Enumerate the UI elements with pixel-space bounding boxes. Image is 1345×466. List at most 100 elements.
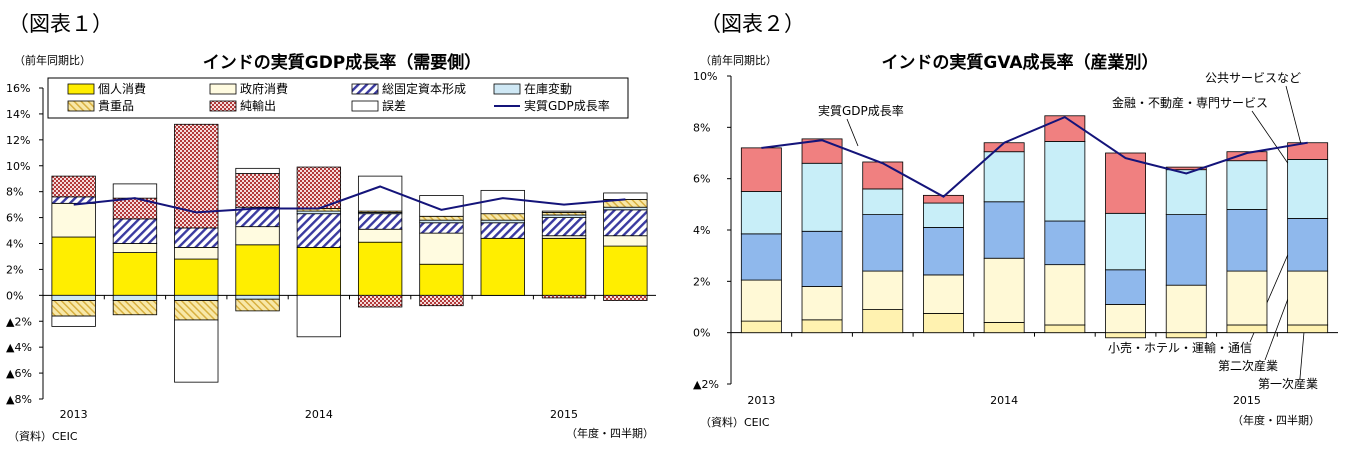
annotation-public: 公共サービスなど: [1205, 71, 1301, 85]
chart2-bar-primary: [1287, 324, 1329, 334]
chart2-bar-secondary: [983, 257, 1025, 323]
chart1-bar-discrepancy: [235, 167, 280, 174]
chart1-legend: 個人消費 貴重品 政府消費 純輸出 総固定資本形成 誤差 在庫変動 実質GDP成…: [47, 77, 629, 119]
chart1-bar-gfcf: [419, 222, 464, 234]
chart2-gdp-line: [761, 115, 1308, 198]
chart1-bar-valuables: [235, 298, 280, 312]
chart2-bar-secondary: [1044, 264, 1086, 326]
chart2-bar-secondary: [1226, 270, 1268, 326]
legend-swatch-gfcf: [351, 83, 379, 95]
chart1-bar-consumption: [480, 237, 525, 296]
chart2-bar-secondary: [1105, 304, 1146, 334]
chart2-bar-trade: [983, 201, 1025, 259]
chart2-figure-label: （図表２）: [700, 12, 805, 36]
chart2-bar-trade: [1044, 220, 1086, 266]
chart2-bar-secondary: [862, 270, 904, 310]
chart2-bar-primary: [862, 309, 904, 334]
chart2-bar-primary: [1165, 332, 1207, 339]
legend-swatch-inventory: [493, 83, 521, 95]
chart2-y-tick-label: ▲2%: [693, 378, 719, 391]
chart2-bar-secondary: [1287, 270, 1329, 326]
chart1-bar-discrepancy: [603, 192, 648, 200]
chart2-year-label: 2014: [990, 394, 1018, 407]
chart2-bar-finance: [1287, 159, 1329, 219]
chart1-bar-net-exports: [541, 294, 587, 299]
chart1-bar-inventory: [235, 294, 280, 300]
chart1-ylabel: （前年同期比）: [14, 53, 91, 67]
chart2-bar-finance: [923, 202, 964, 228]
chart2-year-label: 2013: [747, 394, 775, 407]
chart1-bar-discrepancy: [112, 183, 158, 199]
chart1-bar-gfcf: [541, 217, 587, 237]
chart1-plot: 16% 14% 12% 10% 8% 6% 4% 2% 0% ▲2% ▲4% ▲6% ▲8% 2013 20…: [6, 82, 656, 421]
legend-label-inventory: 在庫変動: [524, 81, 572, 96]
chart2-bar-trade: [801, 230, 843, 287]
legend-label-government: 政府消費: [240, 81, 288, 96]
chart1-bar-valuables: [112, 300, 158, 316]
chart1-bar-net-exports: [357, 294, 403, 308]
chart2-bar-trade: [740, 233, 782, 281]
legend-label-discrepancy: 誤差: [382, 98, 406, 113]
chart1-year-label: 2014: [305, 408, 333, 421]
chart2-bar-secondary: [1165, 284, 1207, 334]
chart1-bar-government: [51, 202, 96, 238]
chart2-y-tick-label: 6%: [693, 173, 710, 186]
chart2-bar-secondary: [740, 279, 782, 322]
chart1-bar-consumption: [357, 241, 403, 296]
chart1-bar-consumption: [174, 258, 219, 296]
chart1-bar-government: [603, 235, 648, 247]
chart1-bar-discrepancy: [51, 315, 96, 327]
chart1-xlabel: （年度・四半期）: [566, 426, 654, 440]
chart2-bar-finance: [1226, 160, 1268, 210]
chart1-bar-gfcf: [174, 227, 219, 248]
chart1-bar-gfcf: [357, 213, 403, 230]
chart2-bar-secondary: [801, 286, 843, 321]
chart2-bar-trade: [1165, 214, 1207, 286]
chart1-bar-discrepancy: [480, 189, 525, 215]
chart1-bar-consumption: [419, 263, 464, 296]
chart1-bar-net-exports: [603, 294, 648, 301]
chart1-title: インドの実質GDP成長率（需要側）: [203, 52, 482, 73]
chart2-bar-finance: [1044, 141, 1086, 222]
chart2-y-tick-label: 8%: [693, 121, 710, 134]
chart1-bar-gfcf: [112, 218, 158, 244]
chart1-bar-valuables: [174, 300, 219, 321]
chart1-bar-consumption: [112, 252, 158, 296]
chart1-y-tick-label: 0%: [6, 289, 23, 302]
chart1-bar-consumption: [51, 236, 96, 296]
chart2-bar-primary: [1226, 324, 1268, 334]
chart1-bar-gfcf: [296, 213, 342, 248]
chart2-source: （資料）CEIC: [700, 415, 770, 429]
chart1-bar-consumption: [541, 237, 587, 296]
chart1-bar-valuables: [480, 213, 525, 221]
chart2-bar-public: [1044, 115, 1086, 142]
chart2-bar-public: [740, 147, 782, 192]
legend-swatch-net-exports: [209, 100, 237, 112]
legend-label-consumption: 個人消費: [98, 81, 146, 96]
chart1-bar-government: [235, 226, 280, 246]
chart2-plot: 10% 8% 6% 4% 2% 0% ▲2% 2013 2014 2015: [693, 70, 1338, 407]
chart2-bar-primary: [923, 313, 964, 334]
chart2-bar-primary: [1044, 324, 1086, 334]
chart2-bar-public: [801, 138, 843, 164]
chart1-y-tick-label: 12%: [6, 134, 30, 147]
chart2-bar-finance: [801, 162, 843, 232]
chart2-title: インドの実質GVA成長率（産業別）: [881, 52, 1158, 73]
chart1-gdp-line: [73, 185, 626, 214]
chart1-bar-inventory: [112, 294, 158, 301]
chart1-y-tick-label: ▲8%: [6, 393, 32, 406]
chart1-bar-net-exports: [51, 175, 96, 198]
chart2-bar-trade: [862, 214, 904, 272]
chart1-bar-consumption: [296, 246, 342, 296]
chart1-bar-government: [112, 243, 158, 253]
chart1-y-tick-label: ▲4%: [6, 341, 32, 354]
chart2-bar-public: [862, 161, 904, 190]
chart1-bar-net-exports: [419, 294, 464, 307]
chart2-bar-trade: [1287, 218, 1329, 272]
chart1-bar-consumption: [235, 244, 280, 296]
chart2-bar-public: [1226, 151, 1268, 162]
legend-swatch-valuables: [67, 100, 95, 112]
legend-swatch-discrepancy: [351, 100, 379, 112]
chart1-y-tick-label: 6%: [6, 212, 23, 225]
